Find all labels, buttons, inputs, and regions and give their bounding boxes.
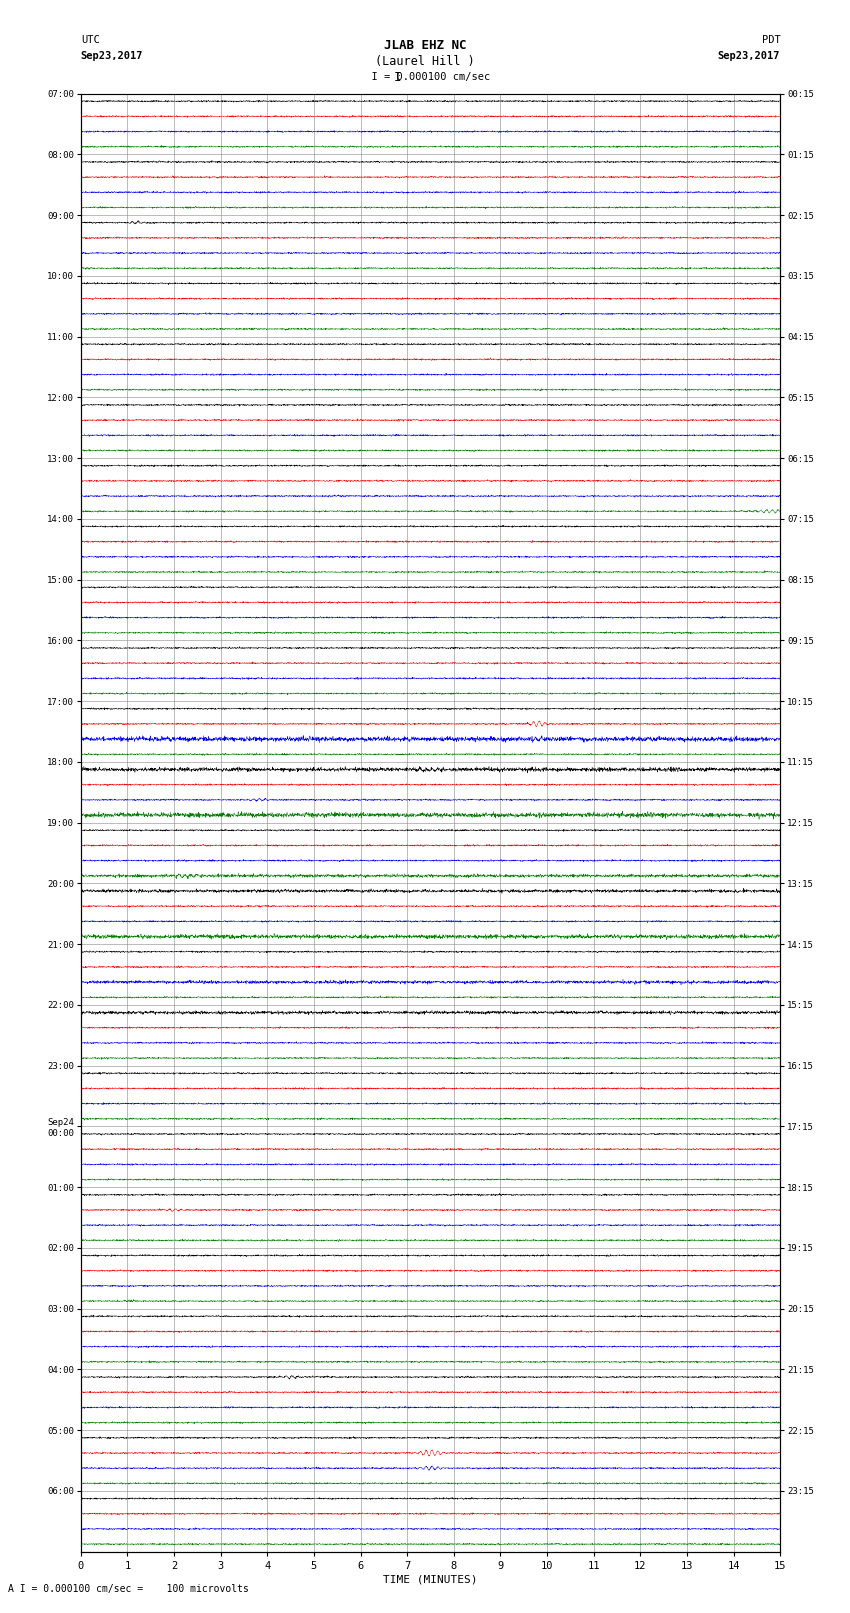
Text: I: I: [394, 71, 401, 84]
X-axis label: TIME (MINUTES): TIME (MINUTES): [383, 1574, 478, 1586]
Text: Sep23,2017: Sep23,2017: [717, 52, 780, 61]
Text: UTC: UTC: [81, 35, 99, 45]
Text: I = 0.000100 cm/sec: I = 0.000100 cm/sec: [360, 73, 490, 82]
Text: JLAB EHZ NC: JLAB EHZ NC: [383, 39, 467, 52]
Text: Sep23,2017: Sep23,2017: [81, 52, 144, 61]
Text: A I = 0.000100 cm/sec =    100 microvolts: A I = 0.000100 cm/sec = 100 microvolts: [8, 1584, 249, 1594]
Text: (Laurel Hill ): (Laurel Hill ): [375, 55, 475, 68]
Text: PDT: PDT: [762, 35, 780, 45]
